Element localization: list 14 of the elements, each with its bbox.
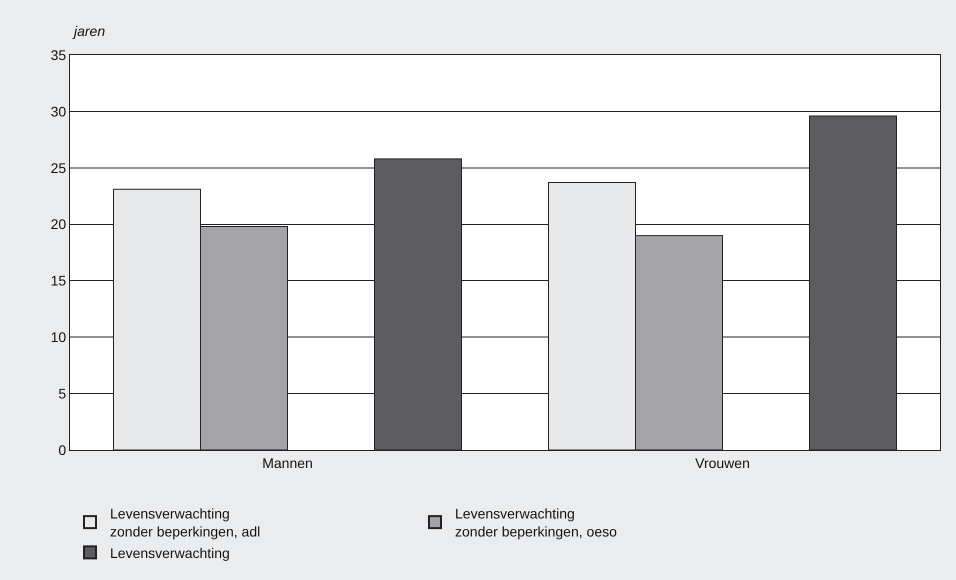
y-tick-label: 25	[50, 160, 66, 176]
legend-label: Levensverwachting zonder beperkingen, oeso	[455, 505, 618, 540]
x-tick-label: Mannen	[262, 454, 313, 471]
y-tick-label: 30	[50, 103, 66, 120]
y-axis-title: jaren	[72, 23, 106, 39]
y-tick-label: 0	[58, 442, 66, 458]
y-tick-label: 15	[50, 272, 66, 289]
y-tick-label: 10	[50, 329, 66, 346]
legend-label: Levensverwachting zonder beperkingen, adl	[110, 505, 260, 540]
y-tick-label: 35	[50, 46, 66, 63]
y-tick-label: 20	[50, 216, 66, 232]
legend-label: Levensverwachting	[110, 544, 230, 561]
x-tick-label: Vrouwen	[695, 454, 750, 471]
y-tick-label: 5	[58, 385, 66, 402]
